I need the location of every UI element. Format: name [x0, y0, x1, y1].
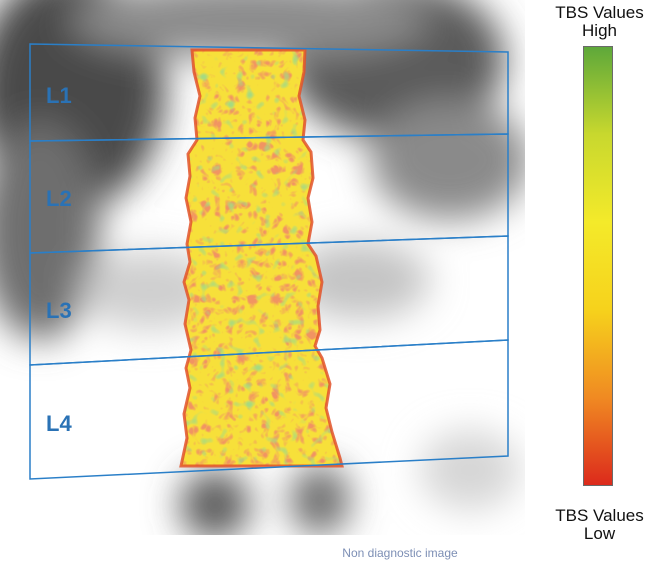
legend-low-title: TBS Values: [555, 506, 644, 525]
region-boxes: [29, 43, 509, 480]
vertebra-scan-image: L1 L2 L3 L4: [0, 0, 525, 535]
soft-tissue-shadows: [0, 0, 525, 535]
scan-panel: L1 L2 L3 L4: [0, 0, 525, 535]
region-label-l4: L4: [46, 411, 72, 436]
region-label-l3: L3: [46, 298, 72, 323]
legend-high-label: High: [582, 21, 617, 40]
legend-color-bar: [583, 46, 613, 486]
legend-high-title: TBS Values: [555, 3, 644, 22]
region-label-l2: L2: [46, 186, 72, 211]
region-box-l4: [29, 339, 509, 480]
legend-low-label: Low: [583, 524, 616, 543]
region-label-l1: L1: [46, 83, 72, 108]
non-diagnostic-note: Non diagnostic image: [342, 546, 458, 560]
tbs-legend: TBS Values High TBS Values Low: [530, 0, 669, 545]
